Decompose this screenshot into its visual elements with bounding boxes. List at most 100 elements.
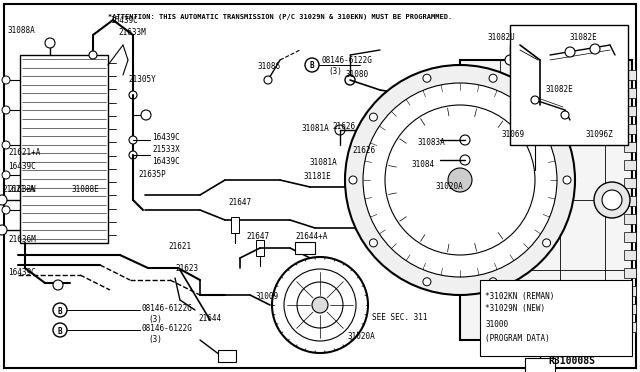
Circle shape: [590, 44, 600, 54]
Circle shape: [129, 91, 137, 99]
Text: 08146-6122G: 08146-6122G: [142, 304, 193, 313]
Text: 31084: 31084: [412, 160, 435, 169]
Text: 21626: 21626: [332, 122, 355, 131]
Text: 31081A: 31081A: [310, 158, 338, 167]
Circle shape: [45, 38, 55, 48]
Text: 21633N: 21633N: [8, 185, 36, 194]
Circle shape: [489, 278, 497, 286]
Text: 16439C: 16439C: [152, 134, 180, 142]
Circle shape: [363, 83, 557, 277]
Circle shape: [53, 323, 67, 337]
Circle shape: [531, 96, 539, 104]
Circle shape: [543, 239, 550, 247]
Bar: [256, 240, 264, 256]
Circle shape: [423, 74, 431, 82]
Text: 16439C: 16439C: [110, 16, 138, 25]
Bar: [624, 196, 636, 206]
Text: 21644: 21644: [198, 314, 221, 323]
Circle shape: [543, 113, 550, 121]
Bar: [480, 280, 632, 356]
Circle shape: [2, 141, 10, 149]
Circle shape: [53, 280, 63, 290]
Text: 31082E: 31082E: [545, 85, 573, 94]
Bar: [624, 322, 636, 332]
Circle shape: [594, 182, 630, 218]
Circle shape: [448, 168, 472, 192]
Text: (3): (3): [148, 335, 162, 344]
Circle shape: [2, 76, 10, 84]
Circle shape: [460, 135, 470, 145]
Bar: [460, 60, 632, 340]
Text: 31000: 31000: [485, 320, 508, 329]
Bar: [510, 25, 628, 145]
Bar: [624, 178, 636, 188]
Text: (3): (3): [328, 67, 342, 76]
Text: 31069: 31069: [502, 130, 525, 139]
Text: 31020A: 31020A: [348, 332, 376, 341]
Text: 16439C: 16439C: [8, 162, 36, 171]
Text: 31088E: 31088E: [72, 185, 100, 194]
Bar: [231, 217, 239, 233]
Text: 21647: 21647: [228, 198, 251, 207]
Circle shape: [385, 105, 535, 255]
Circle shape: [264, 76, 272, 84]
Bar: [624, 268, 636, 278]
Circle shape: [129, 136, 137, 144]
Text: 31082U: 31082U: [488, 33, 516, 42]
Bar: [295, 242, 315, 254]
Text: 21305Y: 21305Y: [128, 75, 156, 84]
Circle shape: [305, 58, 319, 72]
Text: 21647: 21647: [246, 232, 269, 241]
Circle shape: [423, 278, 431, 286]
Circle shape: [460, 155, 470, 165]
Circle shape: [369, 239, 378, 247]
Text: 31009: 31009: [256, 292, 279, 301]
Circle shape: [489, 74, 497, 82]
Text: 21626: 21626: [352, 146, 375, 155]
Bar: [624, 70, 636, 80]
Circle shape: [369, 113, 378, 121]
Circle shape: [141, 110, 151, 120]
Circle shape: [312, 297, 328, 313]
Text: 31081A: 31081A: [302, 124, 330, 133]
Text: 21644+A: 21644+A: [295, 232, 328, 241]
Text: 31086: 31086: [258, 62, 281, 71]
Text: 16439C: 16439C: [8, 268, 36, 277]
Circle shape: [2, 171, 10, 179]
Text: 21533X: 21533X: [152, 145, 180, 154]
Text: B: B: [310, 61, 314, 71]
Bar: [624, 232, 636, 242]
Bar: [20, 55, 108, 243]
Circle shape: [297, 282, 343, 328]
Bar: [624, 88, 636, 98]
Text: (PROGRAM DATA): (PROGRAM DATA): [485, 334, 550, 343]
Text: *ATTENTION: THIS AUTOMATIC TRANSMISSION (P/C 31029N & 310EKN) MUST BE PROGRAMMED: *ATTENTION: THIS AUTOMATIC TRANSMISSION …: [108, 14, 452, 20]
Circle shape: [561, 111, 569, 119]
Text: *31029N (NEW): *31029N (NEW): [485, 304, 545, 313]
Text: 16439C: 16439C: [152, 157, 180, 167]
Circle shape: [2, 106, 10, 114]
Circle shape: [565, 47, 575, 57]
Text: 21621: 21621: [168, 242, 191, 251]
Text: 31080: 31080: [345, 70, 368, 79]
Circle shape: [355, 150, 365, 160]
Text: SEE SEC. 311: SEE SEC. 311: [372, 313, 428, 322]
Bar: [624, 142, 636, 152]
Circle shape: [349, 176, 357, 184]
Text: R310008S: R310008S: [548, 356, 595, 366]
Text: 21636M: 21636M: [8, 235, 36, 244]
Circle shape: [505, 55, 515, 65]
Bar: [624, 250, 636, 260]
Text: B: B: [58, 307, 62, 315]
Bar: [218, 350, 236, 362]
Text: 31088A: 31088A: [8, 26, 36, 35]
Circle shape: [0, 195, 7, 205]
Circle shape: [89, 51, 97, 59]
Text: 21633M: 21633M: [118, 28, 146, 37]
Circle shape: [2, 206, 10, 214]
Text: 31181E: 31181E: [303, 172, 331, 181]
Text: 31020A: 31020A: [436, 182, 464, 191]
Text: 31083A: 31083A: [418, 138, 445, 147]
Text: 08146-6122G: 08146-6122G: [142, 324, 193, 333]
Circle shape: [335, 125, 345, 135]
